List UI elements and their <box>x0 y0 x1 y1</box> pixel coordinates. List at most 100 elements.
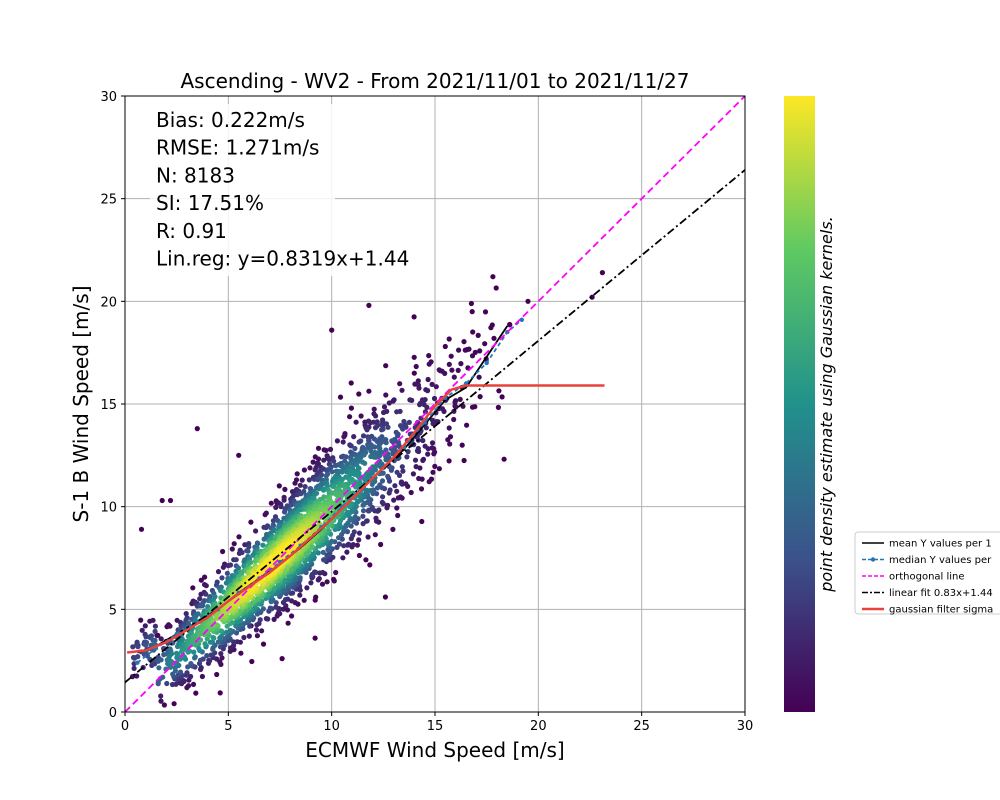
scatter-point <box>194 426 200 432</box>
scatter-point <box>374 438 380 444</box>
scatter-point <box>387 487 393 493</box>
scatter-point <box>416 475 422 482</box>
scatter-point <box>343 469 349 475</box>
scatter-point <box>425 376 431 383</box>
scatter-point <box>195 611 201 617</box>
scatter-point <box>130 644 136 650</box>
scatter-point <box>314 490 320 496</box>
y-tick-label: 30 <box>100 90 117 105</box>
scatter-point <box>307 465 313 471</box>
scatter-point <box>247 623 253 629</box>
scatter-point <box>152 623 158 629</box>
scatter-point <box>233 557 239 563</box>
y-tick-label: 15 <box>100 398 117 413</box>
scatter-point <box>246 633 252 639</box>
scatter-point <box>372 532 378 538</box>
scatter-point <box>254 611 260 617</box>
scatter-point <box>289 598 295 604</box>
scatter-point <box>301 467 307 473</box>
scatter-point <box>525 298 531 304</box>
scatter-point <box>411 354 417 360</box>
scatter-point <box>386 400 392 406</box>
scatter-point <box>363 488 369 495</box>
x-tick-label: 10 <box>323 719 340 734</box>
scatter-point <box>216 615 222 621</box>
scatter-point <box>327 446 334 452</box>
colorbar-label: point density estimate using Gaussian ke… <box>817 216 836 592</box>
scatter-point <box>304 585 310 591</box>
scatter-point <box>323 447 329 453</box>
scatter-point <box>446 425 452 431</box>
scatter-point <box>348 516 354 522</box>
scatter-point <box>174 651 181 657</box>
scatter-point <box>199 673 205 680</box>
scatter-point <box>431 395 438 402</box>
legend-label: mean Y values per 1 <box>889 539 992 550</box>
stat-line: N: 8183 <box>156 163 235 187</box>
scatter-point <box>215 639 221 645</box>
stat-line: Lin.reg: y=0.8319x+1.44 <box>156 247 409 271</box>
scatter-point <box>366 302 372 308</box>
scatter-point <box>285 620 291 626</box>
scatter-point <box>139 627 145 633</box>
scatter-point <box>273 604 279 610</box>
series-lines <box>125 96 745 712</box>
scatter-point <box>408 489 414 496</box>
scatter-point <box>399 464 405 470</box>
scatter-point <box>215 569 222 575</box>
scatter-point <box>446 458 452 464</box>
scatter-point <box>281 509 288 515</box>
scatter-point <box>284 607 291 613</box>
x-tick-label: 30 <box>737 719 754 734</box>
scatter-point <box>445 437 451 443</box>
scatter-point <box>192 654 198 660</box>
scatter-point <box>197 657 204 663</box>
scatter-point <box>458 361 464 367</box>
legend-label: orthogonal line <box>889 572 965 583</box>
scatter-point <box>423 425 429 431</box>
scatter-point <box>425 451 431 457</box>
x-tick-label: 0 <box>121 719 129 734</box>
scatter-point <box>372 444 378 450</box>
scatter-point <box>493 285 499 291</box>
scatter-point <box>373 515 379 521</box>
scatter-point <box>138 617 144 623</box>
scatter-point <box>185 664 191 670</box>
scatter-point <box>447 441 453 447</box>
scatter-point <box>379 478 386 484</box>
scatter-point <box>277 523 283 529</box>
scatter-point <box>425 388 431 394</box>
scatter-point <box>321 487 327 493</box>
scatter-point <box>415 378 421 384</box>
scatter-point <box>341 543 347 549</box>
scatter-point <box>395 512 401 519</box>
scatter-point <box>311 495 317 501</box>
scatter-point <box>374 419 380 425</box>
series-line-2 <box>125 96 745 712</box>
scatter-point <box>343 522 349 528</box>
scatter-point <box>426 353 432 359</box>
scatter-point <box>150 617 156 623</box>
scatter-point <box>507 322 513 328</box>
scatter-point <box>354 542 360 548</box>
scatter-point <box>404 454 410 460</box>
scatter-point <box>253 528 259 534</box>
scatter-point <box>167 497 174 504</box>
scatter-point <box>395 433 401 439</box>
scatter-point <box>364 427 370 433</box>
scatter-point <box>358 438 364 444</box>
scatter-point <box>430 469 436 475</box>
scatter-point <box>442 370 448 376</box>
scatter-point <box>446 336 452 342</box>
scatter-point <box>188 661 194 667</box>
scatter-point <box>451 416 457 423</box>
scatter-point <box>306 477 312 483</box>
scatter-point <box>468 300 474 307</box>
scatter-point <box>255 540 261 547</box>
scatter-point <box>365 534 371 540</box>
scatter-point <box>436 466 442 472</box>
scatter-point <box>259 628 265 634</box>
scatter-point <box>131 665 137 672</box>
scatter-point <box>501 456 507 462</box>
scatter-point <box>169 651 175 657</box>
